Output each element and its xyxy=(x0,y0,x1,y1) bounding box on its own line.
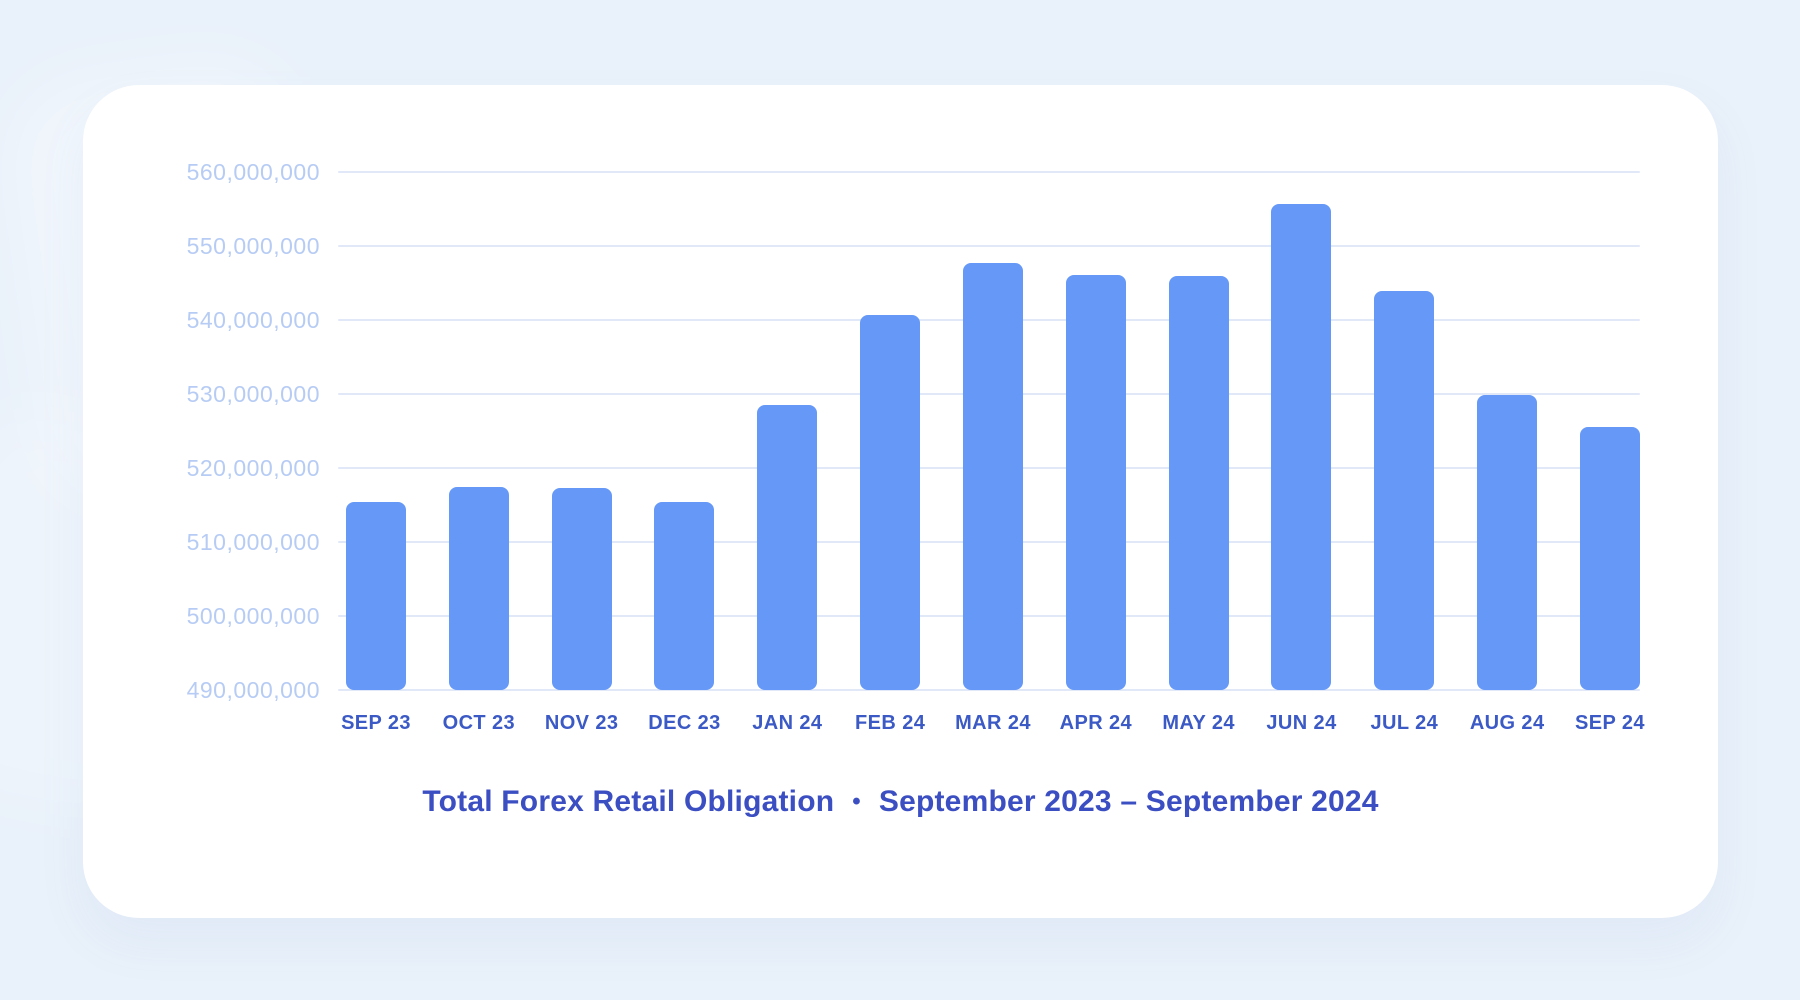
bar-may-24 xyxy=(1168,276,1229,690)
y-tick-label: 490,000,000 xyxy=(186,677,320,703)
bar-chart-plot-area: 490,000,000 500,000,000 510,000,000 520,000… xyxy=(187,159,1645,734)
x-tick-label-nov-23: NOV 23 xyxy=(544,712,619,734)
bar-apr-24 xyxy=(1065,274,1126,690)
bar-oct-23 xyxy=(448,486,509,690)
y-tick-label: 550,000,000 xyxy=(186,233,320,259)
y-tick-label: 530,000,000 xyxy=(186,381,320,407)
x-tick-label-jul-24: JUL 24 xyxy=(1370,712,1439,734)
y-tick-label: 540,000,000 xyxy=(186,307,320,333)
bar-nov-23 xyxy=(551,487,612,690)
bar-feb-24 xyxy=(860,314,921,690)
gridline-560000000 xyxy=(338,171,1640,173)
x-tick-label-aug-24: AUG 24 xyxy=(1469,712,1545,734)
chart-title: Total Forex Retail Obligation • September … xyxy=(83,785,1718,819)
chart-period-text: September 2023 – September 2024 xyxy=(878,785,1379,818)
bar-jan-24 xyxy=(757,405,818,690)
x-tick-label-apr-24: APR 24 xyxy=(1059,712,1133,734)
bar-sep-23 xyxy=(346,502,406,690)
gridline-550000000 xyxy=(338,245,1640,247)
chart-title-text: Total Forex Retail Obligation xyxy=(422,785,835,818)
chart-card: 490,000,000 500,000,000 510,000,000 520,000… xyxy=(83,85,1718,918)
bar-sep-24 xyxy=(1579,426,1640,690)
y-tick-label: 520,000,000 xyxy=(186,455,320,481)
x-tick-label-jun-24: JUN 24 xyxy=(1266,712,1337,734)
y-tick-label: 500,000,000 xyxy=(186,603,320,629)
x-tick-label-may-24: MAY 24 xyxy=(1162,712,1235,734)
bar-aug-24 xyxy=(1477,394,1538,690)
gridline-490000000 xyxy=(338,689,1640,691)
x-tick-label-dec-23: DEC 23 xyxy=(648,712,721,734)
bar-jun-24 xyxy=(1271,203,1332,690)
x-tick-label-sep-23: SEP 23 xyxy=(341,712,411,734)
y-tick-label: 510,000,000 xyxy=(186,529,320,555)
x-tick-label-mar-24: MAR 24 xyxy=(955,712,1031,734)
x-tick-label-oct-23: OCT 23 xyxy=(442,712,516,734)
title-separator-dot: • xyxy=(852,788,861,815)
x-tick-label-feb-24: FEB 24 xyxy=(855,712,926,734)
bar-mar-24 xyxy=(962,263,1023,690)
y-tick-label: 560,000,000 xyxy=(186,159,320,185)
x-tick-label-jan-24: JAN 24 xyxy=(752,712,823,734)
x-tick-label-sep-24: SEP 24 xyxy=(1575,712,1645,734)
bar-dec-23 xyxy=(654,502,715,690)
bar-jul-24 xyxy=(1374,291,1435,690)
